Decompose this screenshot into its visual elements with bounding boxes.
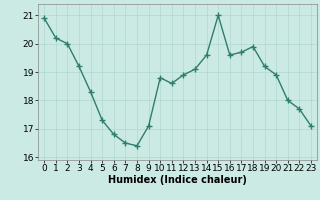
X-axis label: Humidex (Indice chaleur): Humidex (Indice chaleur) [108,175,247,185]
